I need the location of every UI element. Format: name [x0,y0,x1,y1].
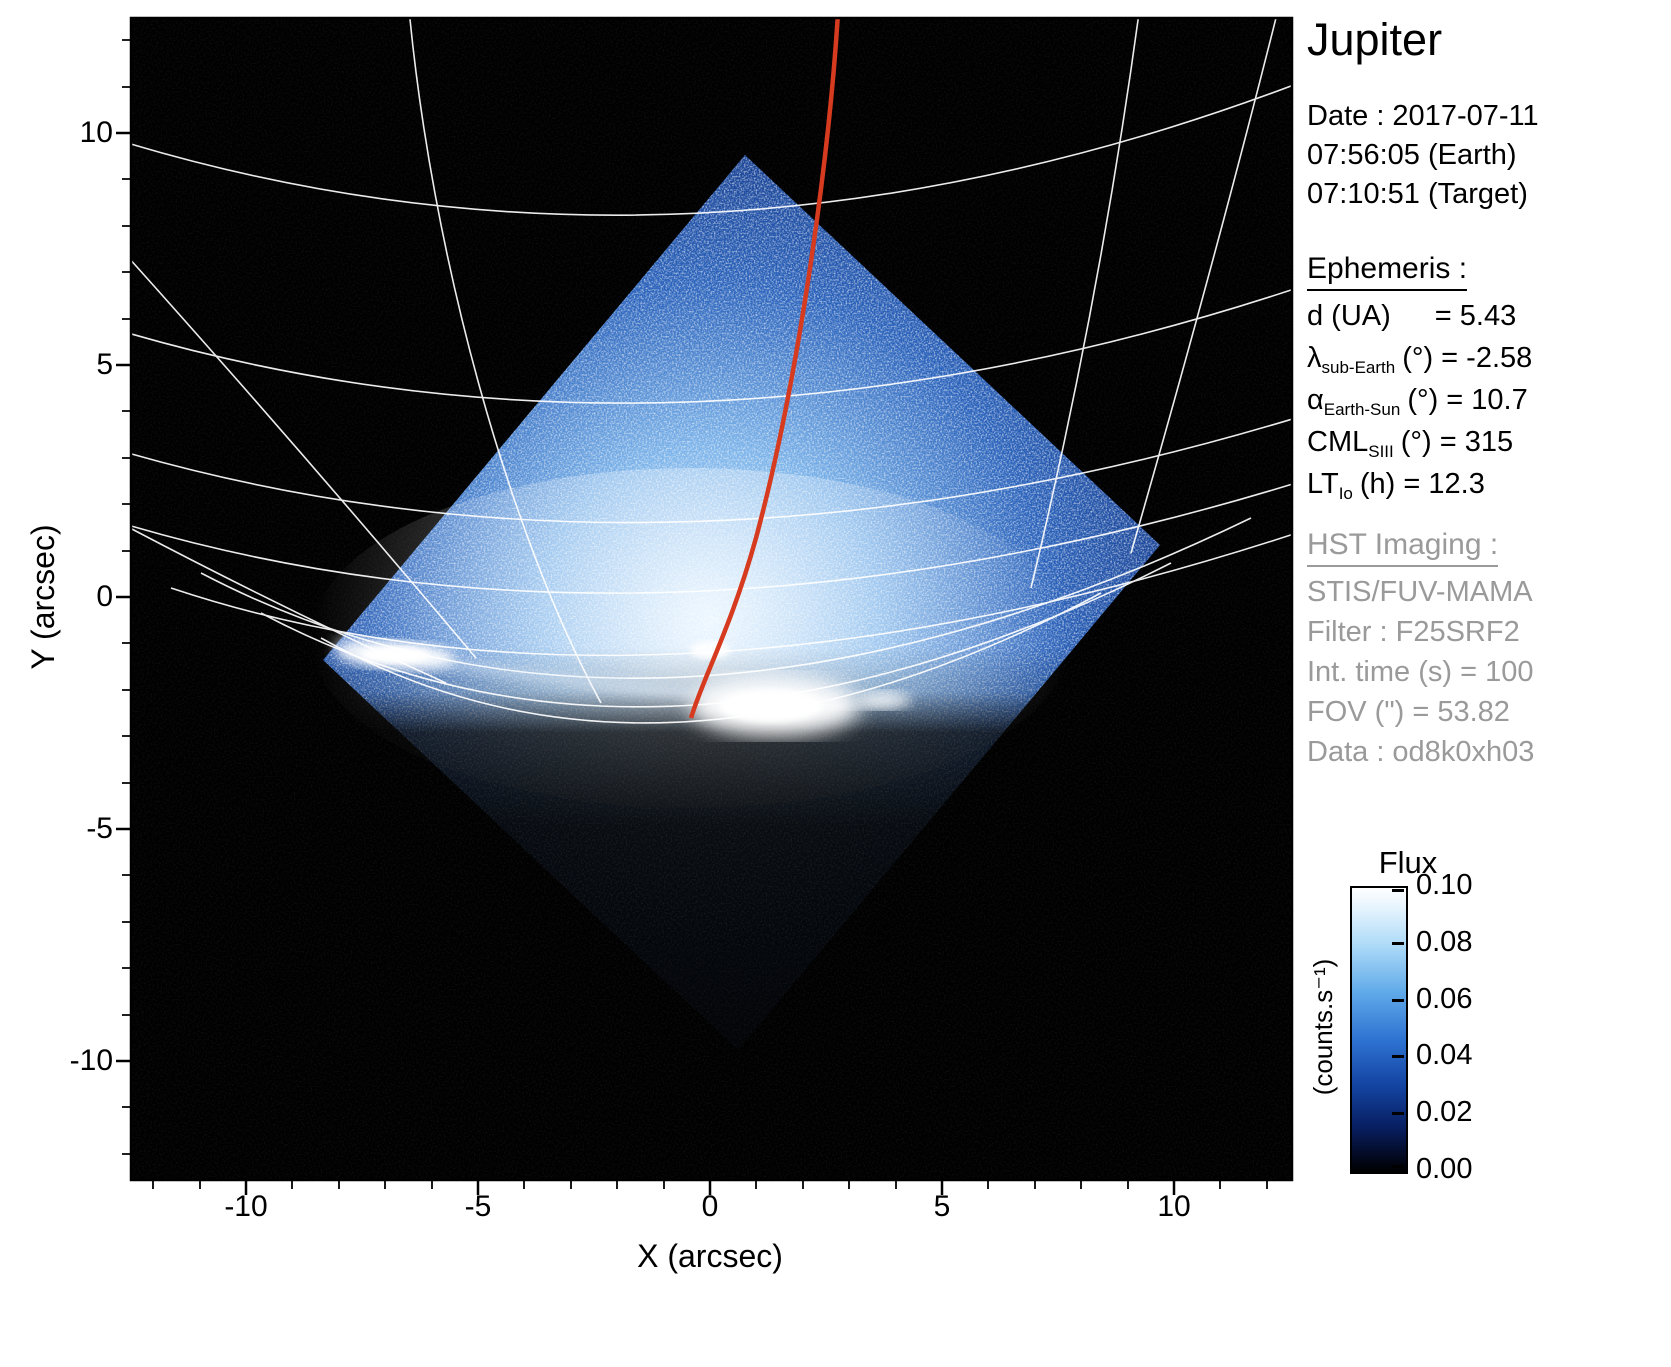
hst-line: FOV (") = 53.82 [1307,696,1510,728]
aurora-main-core [719,690,823,722]
hst-line: Int. time (s) = 100 [1307,656,1534,688]
target-time: 07:10:51 (Target) [1307,178,1528,210]
io-footprint-track [688,18,840,719]
disk-noise [323,155,1160,1050]
ephemeris-heading: Ephemeris : [1307,252,1468,291]
colorbar-tick [1392,889,1404,892]
colorbar-tick-label: 0.04 [1416,1039,1473,1071]
y-tick-label: -5 [86,812,113,845]
y-axis-label: Y (arcsec) [25,524,61,670]
y-tick-label: 0 [96,580,113,613]
x-tick-label: 10 [1157,1190,1191,1223]
x-tick-label: -5 [464,1190,492,1223]
colorbar-tick [1392,942,1404,945]
hst-line: Filter : F25SRF2 [1307,616,1520,648]
colorbar-tick [1392,1112,1404,1115]
colorbar-title: Flux [1378,845,1438,880]
y-tick-label: 5 [96,348,113,381]
colorbar-tick-label: 0.02 [1416,1096,1473,1128]
aurora-right-spot [859,691,911,709]
ephemeris-row: d (UA) = 5.43 [1307,300,1517,332]
hst-line: Data : od8k0xh03 [1307,736,1535,768]
fov-diamond [311,155,1160,1050]
ephemeris-row: LTIo (h) = 12.3 [1307,468,1485,503]
earth-time: 07:56:05 (Earth) [1307,139,1517,171]
hst-line: STIS/FUV-MAMA [1307,576,1533,608]
ephemeris-row: αEarth-Sun (°) = 10.7 [1307,384,1528,419]
auroral-emission [335,637,911,736]
ephemeris-row: CMLSIII (°) = 315 [1307,426,1514,461]
colorbar-unit: (counts.s⁻¹) [1308,958,1338,1096]
plot-frame [129,16,1294,1182]
colorbar-tick [1392,999,1404,1002]
page-title: Jupiter [1307,14,1443,65]
colorbar [1350,886,1408,1174]
y-tick-label: -10 [69,1044,113,1077]
date-line: Date : 2017-07-11 [1307,100,1539,132]
hst-heading: HST Imaging : [1307,528,1499,567]
colorbar-tick-label: 0.00 [1416,1153,1473,1185]
x-tick-label: 0 [701,1190,719,1223]
aurora-small-spot [690,641,730,659]
x-tick-label: -10 [224,1190,268,1223]
axis-ticks [116,39,1268,1195]
colorbar-tick [1392,1165,1404,1168]
colorbar-tick-label: 0.10 [1416,869,1473,901]
x-tick-label: 5 [933,1190,951,1223]
ephemeris-row: λsub-Earth (°) = -2.58 [1307,342,1533,377]
colorbar-tick-label: 0.08 [1416,926,1473,958]
y-tick-label: 10 [79,116,113,149]
aurora-left-core [361,647,429,663]
graticule [131,18,1292,724]
colorbar-tick [1392,1055,1404,1058]
colorbar-tick-label: 0.06 [1416,983,1473,1015]
x-axis-label: X (arcsec) [637,1238,783,1274]
